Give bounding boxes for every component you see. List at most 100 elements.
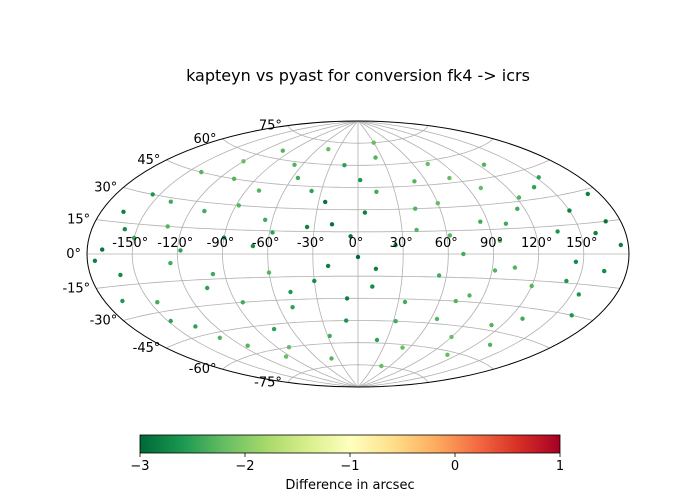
data-point [270, 230, 275, 235]
data-point [295, 175, 301, 181]
data-point [516, 195, 522, 200]
data-point [245, 343, 250, 348]
colorbar-tick-label: −3 [130, 459, 149, 474]
data-point [193, 324, 198, 329]
colorbar-label: Difference in arcsec [285, 478, 414, 493]
data-point [236, 203, 241, 208]
data-point [329, 356, 334, 361]
data-point [529, 283, 534, 289]
data-point [327, 333, 332, 339]
data-point [374, 189, 379, 194]
data-point [602, 268, 607, 274]
parallel-line [123, 297, 593, 321]
data-point [374, 337, 380, 343]
data-point [304, 224, 310, 230]
data-point [217, 335, 222, 340]
data-point [412, 179, 417, 184]
parallel-line [123, 187, 593, 211]
data-point [478, 219, 483, 224]
data-point [512, 265, 518, 270]
longitude-tick-label: -90° [207, 236, 235, 251]
parallel-line [222, 138, 494, 166]
longitude-tick-label: -150° [112, 236, 148, 251]
colorbar-tick-label: 0 [451, 459, 459, 474]
data-point [503, 221, 509, 226]
data-point [355, 254, 361, 260]
data-point [467, 293, 472, 298]
data-point [342, 163, 347, 168]
longitude-tick-label: -30° [297, 236, 325, 251]
data-point [531, 185, 537, 190]
data-point [120, 298, 125, 304]
parallel-line [166, 159, 550, 188]
data-point [150, 192, 155, 197]
data-point [165, 224, 170, 229]
parallel-line [287, 125, 429, 144]
data-point [449, 334, 454, 340]
data-point [329, 222, 335, 227]
data-point [393, 319, 398, 324]
data-point [373, 155, 378, 160]
data-point [453, 298, 458, 304]
latitude-tick-label: -15° [62, 281, 90, 296]
longitude-tick-label: -120° [157, 236, 193, 251]
data-point [121, 209, 126, 214]
data-point [292, 162, 297, 167]
data-point [202, 208, 207, 214]
data-point [618, 242, 623, 248]
latitude-tick-label: -60° [189, 362, 217, 377]
data-point [371, 140, 376, 145]
data-point [325, 263, 331, 269]
data-point [168, 318, 173, 324]
data-point [283, 354, 289, 359]
latitude-tick-label: 15° [67, 213, 90, 228]
data-point [585, 191, 590, 197]
data-point [326, 147, 331, 152]
data-point [168, 199, 173, 204]
latitude-tick-labels: -75° -60° -45° -30° -15° 0° 15° 30° 45° 60° 75° [62, 119, 281, 391]
colorbar-gradient [139, 434, 561, 454]
colorbar-tick-label: −1 [340, 459, 359, 474]
longitude-tick-label: 0° [349, 236, 364, 251]
data-point [205, 285, 210, 291]
latitude-tick-label: -45° [133, 341, 161, 356]
data-point [576, 292, 581, 297]
data-point [515, 206, 520, 211]
data-point [481, 162, 487, 167]
data-point [266, 270, 272, 275]
data-points [92, 140, 623, 369]
data-point [155, 300, 160, 305]
latitude-tick-label: -30° [90, 314, 118, 329]
data-point [445, 352, 450, 357]
data-point [593, 230, 598, 236]
data-point [564, 278, 569, 284]
data-point [379, 363, 384, 369]
data-point [497, 238, 503, 243]
data-point [286, 345, 292, 350]
latitude-tick-label: -75° [254, 376, 282, 391]
data-point [362, 210, 368, 215]
longitude-tick-label: -60° [252, 236, 280, 251]
data-point [425, 161, 430, 167]
data-point [256, 188, 262, 193]
data-point [489, 322, 494, 328]
data-point [178, 248, 183, 253]
data-point [250, 243, 256, 249]
data-point [92, 258, 98, 263]
data-point [447, 175, 452, 181]
data-point [312, 278, 317, 284]
data-point [271, 326, 277, 332]
chart-title: kapteyn vs pyast for conversion fk4 -> i… [186, 66, 530, 85]
data-point [290, 305, 295, 310]
data-point [573, 259, 579, 264]
data-point [168, 260, 173, 266]
colorbar-tick-label: −2 [235, 459, 254, 474]
data-point [221, 235, 227, 240]
longitude-tick-label: 30° [390, 236, 413, 251]
data-point [520, 316, 525, 321]
data-point [344, 318, 349, 323]
graticule [87, 120, 629, 388]
data-point [370, 284, 375, 289]
data-point [231, 176, 237, 181]
